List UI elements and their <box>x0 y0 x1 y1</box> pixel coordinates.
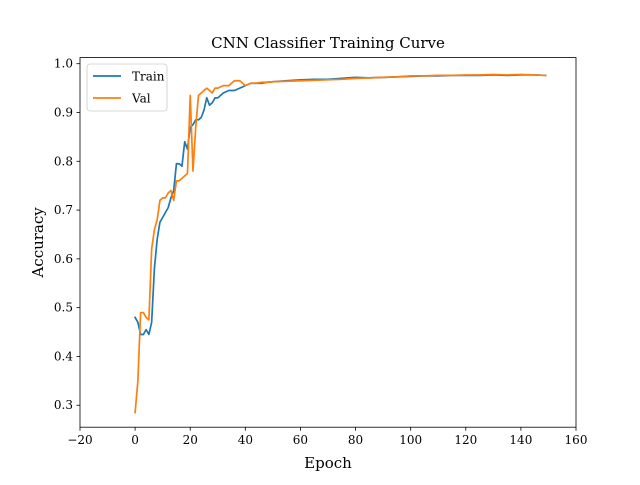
x-tick-label: −20 <box>67 433 92 447</box>
y-axis-ticks: 0.3 0.4 0.5 0.6 0.7 0.8 0.9 1.0 <box>54 57 80 412</box>
x-tick-label: 0 <box>131 433 139 447</box>
legend-items: Train Val <box>93 70 165 106</box>
y-tick-label: 0.4 <box>54 349 73 363</box>
y-tick-label: 0.8 <box>54 154 73 168</box>
x-tick-label: 160 <box>565 433 588 447</box>
legend: Train Val <box>86 63 168 112</box>
y-tick-label: 0.5 <box>54 301 73 315</box>
chart-title: CNN Classifier Training Curve <box>211 34 445 52</box>
x-tick-label: 140 <box>509 433 532 447</box>
y-tick-label: 0.3 <box>54 398 73 412</box>
y-tick-label: 0.7 <box>54 203 73 217</box>
legend-label-val: Val <box>131 92 151 106</box>
y-tick-label: 0.9 <box>54 105 73 119</box>
y-axis-label: Accuracy <box>29 207 47 279</box>
x-tick-label: 40 <box>238 433 253 447</box>
x-tick-label: 80 <box>348 433 363 447</box>
y-tick-label: 0.6 <box>54 252 73 266</box>
x-axis-ticks: −20 0 20 40 60 80 100 120 140 160 <box>67 427 587 447</box>
axes-frame <box>79 57 577 428</box>
x-tick-label: 60 <box>293 433 308 447</box>
legend-label-train: Train <box>132 70 165 84</box>
x-tick-label: 120 <box>454 433 477 447</box>
series-line-val <box>134 73 547 414</box>
series-layer <box>133 73 547 414</box>
x-tick-label: 100 <box>399 433 422 447</box>
plot-area: −20 0 20 40 60 80 100 120 140 160 0.3 0.4 0.5 0.6 0.7… <box>54 57 588 448</box>
y-tick-label: 1.0 <box>54 57 73 71</box>
x-tick-label: 20 <box>183 433 198 447</box>
x-axis-label: Epoch <box>304 454 352 472</box>
